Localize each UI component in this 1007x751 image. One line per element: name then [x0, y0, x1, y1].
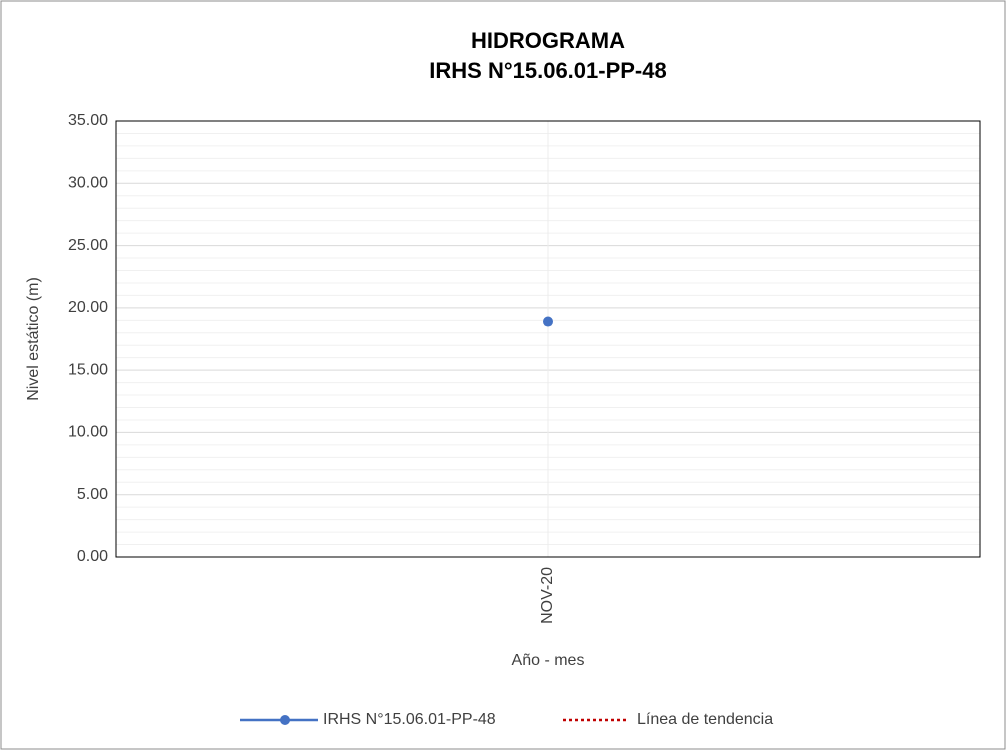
x-axis-label: Año - mes — [512, 652, 585, 669]
chart-title: HIDROGRAMA — [471, 28, 625, 53]
data-point — [543, 316, 553, 327]
legend-label: Línea de tendencia — [637, 711, 773, 728]
y-tick-label: 20.00 — [68, 299, 108, 316]
y-tick-label: 30.00 — [68, 175, 108, 192]
legend-label: IRHS N°15.06.01-PP-48 — [323, 711, 496, 728]
y-tick-label: 10.00 — [68, 424, 108, 441]
legend-marker — [280, 715, 290, 725]
y-tick-label: 0.00 — [77, 548, 108, 565]
x-tick-label: NOV-20 — [539, 567, 556, 624]
y-tick-label: 15.00 — [68, 361, 108, 378]
y-axis-label: Nivel estático (m) — [25, 277, 42, 401]
chart-subtitle: IRHS N°15.06.01-PP-48 — [429, 58, 666, 83]
plot-border — [115, 120, 981, 558]
y-tick-label: 25.00 — [68, 237, 108, 254]
y-tick-label: 5.00 — [77, 486, 108, 503]
y-tick-label: 35.00 — [68, 112, 108, 129]
